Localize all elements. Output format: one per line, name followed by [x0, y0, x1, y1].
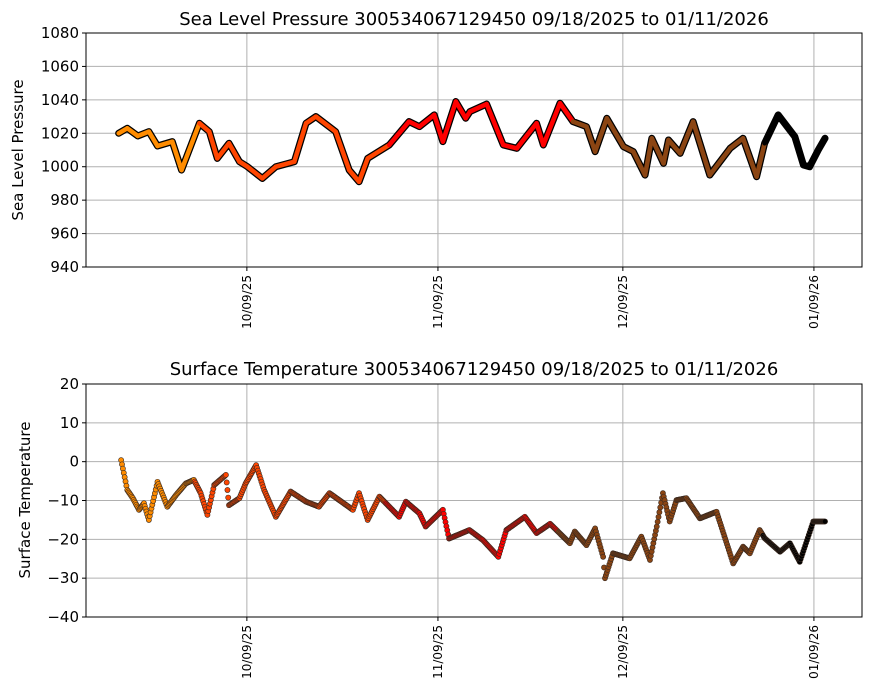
temperature-y-label: Surface Temperature — [16, 422, 34, 579]
temperature-point — [653, 523, 660, 530]
y-tick-label: 980 — [50, 191, 79, 209]
pressure-series-segment — [740, 136, 759, 179]
y-tick-label: −40 — [47, 608, 79, 626]
pressure-series-segment — [226, 141, 242, 164]
temperature-panel: Surface Temperature 300534067129450 09/1… — [16, 359, 863, 679]
pressure-series-segment — [631, 149, 648, 178]
pressure-series-segment — [467, 101, 489, 114]
pressure-title: Sea Level Pressure 300534067129450 09/18… — [179, 9, 769, 30]
y-tick-label: 1060 — [41, 57, 79, 75]
pressure-series-segment — [661, 137, 671, 166]
x-tick-label: 10/09/25 — [240, 275, 254, 329]
pressure-series-segment — [356, 156, 370, 185]
temperature-point — [223, 471, 229, 478]
y-tick-label: 1080 — [41, 24, 79, 42]
pressure-series-segment — [792, 134, 806, 168]
pressure-series-segment — [707, 146, 733, 178]
pressure-series-segment — [365, 142, 392, 161]
pressure-series-segment — [260, 164, 279, 181]
pressure-series-segment — [534, 121, 546, 148]
pressure-series-segment — [292, 121, 309, 164]
x-tick-label: 10/09/25 — [240, 625, 254, 679]
pressure-series-segment — [666, 137, 683, 156]
y-tick-label: 940 — [50, 258, 79, 276]
pressure-series-segment — [557, 100, 576, 124]
pressure-series-segment — [387, 119, 412, 148]
axes-frame — [85, 32, 863, 268]
y-tick-label: −10 — [47, 492, 79, 510]
pressure-series-segment — [754, 141, 767, 179]
pressure-series-segment — [584, 124, 598, 154]
pressure-series-segment — [170, 139, 184, 173]
pressure-series-segment — [762, 112, 781, 146]
x-tick-label: 12/09/25 — [616, 275, 630, 329]
pressure-series-segment — [592, 115, 610, 154]
pressure-series-segment — [815, 136, 828, 153]
temperature-point — [223, 479, 230, 486]
x-tick-label: 11/09/25 — [431, 275, 445, 329]
pressure-series-segment — [417, 112, 437, 129]
temperature-point — [225, 494, 232, 501]
x-tick-label: 11/09/25 — [431, 625, 445, 679]
pressure-panel: Sea Level Pressure 300534067129450 09/18… — [9, 9, 863, 329]
pressure-series-segment — [484, 101, 506, 148]
y-tick-label: 1000 — [41, 158, 79, 176]
y-tick-label: 1020 — [41, 124, 79, 142]
temperature-point — [224, 487, 231, 493]
pressure-series-segment — [570, 119, 589, 129]
y-tick-label: −30 — [47, 569, 79, 587]
x-tick-label: 01/09/26 — [807, 625, 821, 679]
pressure-series-segment — [514, 121, 539, 151]
y-tick-label: 10 — [60, 414, 79, 432]
pressure-series-segment — [453, 99, 468, 121]
x-tick-label: 12/09/25 — [616, 625, 630, 679]
y-tick-label: 1040 — [41, 91, 79, 109]
temperature-title: Surface Temperature 300534067129450 09/1… — [170, 359, 779, 380]
pressure-series-segment — [431, 112, 446, 144]
pressure-y-label: Sea Level Pressure — [9, 79, 27, 220]
pressure-series-segment — [207, 129, 220, 161]
pressure-series-segment — [649, 136, 666, 166]
pressure-series-segment — [541, 100, 563, 148]
axes-frame — [85, 383, 863, 618]
temperature-point — [655, 514, 662, 520]
pressure-series-segment — [604, 115, 626, 149]
temperature-point — [600, 553, 607, 560]
pressure-series-segment — [690, 119, 713, 178]
temperature-point — [654, 518, 661, 525]
pressure-series-segment — [333, 129, 352, 173]
y-tick-label: 20 — [60, 375, 79, 393]
pressure-series-segment — [215, 141, 232, 161]
pressure-series-segment — [313, 114, 338, 134]
pressure-series-segment — [727, 136, 746, 151]
pressure-series-segment — [146, 129, 160, 149]
temperature-point — [657, 504, 664, 511]
pressure-series-segment — [245, 164, 265, 181]
pressure-series-segment — [155, 139, 175, 149]
y-tick-label: 960 — [50, 225, 79, 243]
y-tick-label: −20 — [47, 530, 79, 548]
temperature-point — [822, 518, 828, 525]
pressure-series-segment — [501, 142, 520, 151]
pressure-series-segment — [807, 147, 821, 169]
pressure-series-segment — [677, 119, 696, 156]
x-tick-label: 01/09/26 — [807, 275, 821, 329]
pressure-series-segment — [642, 136, 655, 178]
pressure-series-segment — [440, 99, 459, 144]
pressure-series-segment — [179, 121, 202, 173]
pressure-series-segment — [273, 159, 297, 169]
pressure-series-segment — [775, 112, 798, 139]
temperature-point — [656, 509, 663, 516]
y-tick-label: 0 — [69, 453, 79, 471]
